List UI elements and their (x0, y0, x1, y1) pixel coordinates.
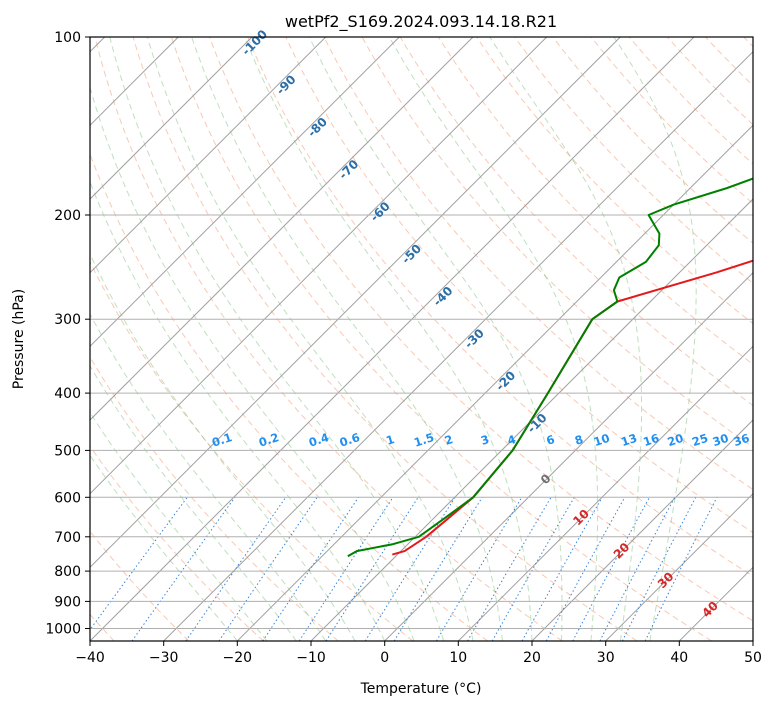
dry-adiabat (132, 37, 638, 641)
y-tick-label: 800 (54, 564, 81, 580)
y-tick-label: 700 (54, 530, 81, 546)
mixing-ratio-line (298, 497, 394, 641)
y-axis-title: Pressure (hPa) (11, 289, 27, 389)
mixing-ratio-label: 10 (592, 431, 612, 449)
mixing-ratio-line (393, 497, 483, 641)
mixing-ratio-line (545, 497, 626, 641)
mixing-ratio-line (262, 497, 360, 641)
mixing-ratio-line (131, 497, 236, 641)
x-tick-label: 30 (597, 650, 615, 666)
moist-adiabat (308, 37, 563, 641)
x-tick-label: 40 (670, 650, 688, 666)
isotherm-line (90, 37, 327, 274)
mixing-ratio-line (521, 497, 603, 641)
mixing-ratio-label: 1.5 (412, 430, 436, 450)
y-tick-label: 1000 (45, 622, 81, 638)
mixing-ratio-line (185, 497, 287, 641)
dry-adiabat (476, 37, 753, 325)
isotherm-line (384, 271, 753, 641)
mixing-ratio-line (644, 497, 718, 641)
mixing-ratio-label: 25 (690, 431, 710, 449)
mixing-ratio-label: 3 (479, 432, 491, 448)
y-tick-label: 400 (54, 386, 81, 402)
moist-adiabat (613, 37, 697, 641)
dry-adiabat (247, 37, 753, 577)
x-tick-label: −20 (223, 650, 253, 666)
y-tick-label: 500 (54, 443, 81, 459)
isotherm-line (457, 345, 753, 641)
mixing-ratio-label: 0.6 (338, 430, 362, 450)
isotherm-line (236, 124, 753, 641)
y-tick-label: 900 (54, 594, 81, 610)
moist-adiabat (388, 37, 599, 641)
mixing-ratio-label: 0.2 (257, 430, 281, 450)
isotherm-line (605, 492, 753, 641)
dry-adiabat (590, 37, 753, 205)
dry-adiabat (170, 37, 712, 641)
temperature-profile-line (392, 259, 753, 556)
moist-adiabat (90, 454, 238, 641)
isotherm-line (90, 37, 474, 421)
mixing-ratio-label: 2 (443, 432, 455, 448)
x-tick-label: 10 (449, 650, 467, 666)
x-axis-title: Temperature (°C) (360, 681, 482, 697)
dry-adiabat (628, 37, 753, 165)
mixing-ratio-label: 36 (732, 431, 752, 449)
y-tick-label: 200 (54, 208, 81, 224)
mixing-ratio-line (325, 497, 419, 641)
dry-adiabat (399, 37, 753, 407)
isotherm-line (531, 419, 753, 641)
mixing-ratio-line (218, 497, 318, 641)
dry-adiabat (94, 37, 563, 641)
mixing-ratio-label: 20 (666, 431, 686, 449)
dry-adiabat (323, 37, 753, 491)
mixing-ratio-label: 0.1 (210, 430, 234, 450)
dry-adiabat (514, 37, 753, 284)
isotherm-line (90, 37, 621, 569)
mixing-ratio-label: 13 (619, 431, 639, 449)
moist-adiabat (90, 85, 415, 641)
y-tick-label: 600 (54, 490, 81, 506)
mixing-ratio-line (599, 497, 676, 641)
moist-adiabat (146, 37, 474, 641)
dewpoint-profile-line (347, 177, 753, 558)
x-tick-label: −40 (75, 650, 105, 666)
mixing-ratio-label: 8 (573, 432, 585, 448)
moist-adiabat (244, 37, 533, 641)
mixing-ratio-label: 0.4 (307, 430, 331, 450)
moist-adiabat (90, 313, 327, 641)
isotherm-line (90, 37, 400, 348)
mixing-ratio-line (621, 497, 697, 641)
isotherm-line (90, 37, 695, 641)
chart-title: wetPf2_S169.2024.093.14.18.R21 (285, 12, 557, 32)
x-tick-label: 20 (523, 650, 541, 666)
isotherm-line (310, 198, 753, 641)
mixing-ratio-line (90, 497, 188, 631)
y-tick-label: 300 (54, 312, 81, 328)
x-tick-label: −10 (296, 650, 326, 666)
plot-frame (89, 36, 754, 642)
moist-adiabat (90, 252, 356, 641)
mixing-ratio-line (572, 497, 651, 641)
mixing-ratio-label: 30 (711, 431, 731, 449)
mixing-ratio-label: 6 (544, 432, 556, 448)
isotherm-line (90, 37, 548, 495)
dry-adiabat (209, 37, 753, 622)
x-tick-label: 0 (380, 650, 389, 666)
y-tick-label: 100 (54, 30, 81, 46)
mixing-ratio-label: 16 (641, 431, 661, 449)
moist-adiabat (191, 37, 503, 641)
dry-adiabat (90, 260, 414, 641)
dry-adiabat (90, 445, 264, 641)
mixing-ratio-label: 1 (384, 432, 396, 448)
moist-adiabat (90, 411, 268, 641)
mixing-ratio-label: 4 (506, 432, 518, 448)
x-tick-label: −30 (149, 650, 179, 666)
isotherm-line (90, 37, 253, 200)
isotherm-line (163, 50, 753, 641)
x-tick-label: 50 (744, 650, 762, 666)
